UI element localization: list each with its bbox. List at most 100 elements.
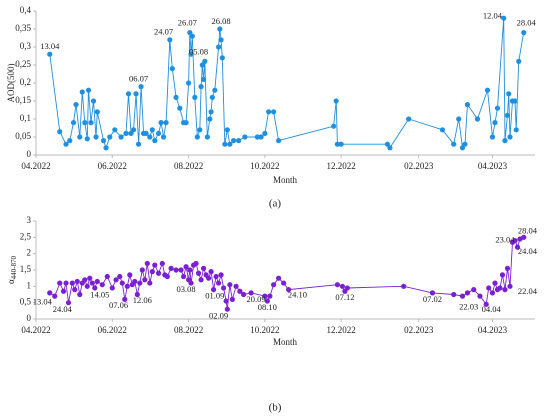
data-point <box>514 244 521 250</box>
data-point <box>188 280 194 286</box>
annotation: 14.05 <box>90 289 109 299</box>
data-point <box>230 138 237 144</box>
data-point <box>112 127 118 133</box>
data-point <box>204 134 210 140</box>
data-point <box>47 51 53 57</box>
data-point <box>237 288 243 294</box>
data-point <box>262 130 268 136</box>
data-point <box>123 130 129 136</box>
data-point <box>197 127 203 133</box>
annotation: 13.04 <box>40 41 60 51</box>
data-point <box>486 285 492 291</box>
data-point <box>135 141 142 147</box>
annotation: 07.06 <box>109 300 128 310</box>
data-point <box>88 120 94 126</box>
data-point <box>492 280 498 286</box>
y-tick-label: 0 <box>27 313 32 323</box>
data-point <box>512 98 518 104</box>
data-point <box>74 278 80 285</box>
x-tick-label: 08.2022 <box>174 325 203 335</box>
data-point <box>219 55 225 61</box>
data-point <box>254 134 260 140</box>
y-tick-label: 0,3 <box>20 41 32 51</box>
data-point <box>142 277 148 283</box>
data-point <box>242 134 248 140</box>
annotation: 07.02 <box>423 294 442 304</box>
y-axis-label: AOD(500) <box>6 64 16 103</box>
data-point <box>104 273 110 280</box>
y-tick-label: 0,5 <box>20 297 32 307</box>
data-point <box>122 296 128 302</box>
x-tick-label: 06.2022 <box>98 325 127 335</box>
data-point <box>459 293 466 299</box>
data-point <box>99 282 105 288</box>
data-point <box>344 285 351 291</box>
data-point <box>87 275 93 281</box>
data-point <box>462 141 468 147</box>
y-tick-label: 1 <box>27 280 32 290</box>
data-point <box>113 277 119 283</box>
data-point <box>82 277 88 283</box>
data-point <box>93 134 99 140</box>
annotation: 24.04 <box>53 304 73 314</box>
data-point <box>271 109 277 115</box>
data-point <box>173 94 179 100</box>
data-point <box>248 290 254 296</box>
data-point <box>60 288 67 294</box>
data-point <box>262 293 268 299</box>
annotation: 02.09 <box>209 310 228 320</box>
x-tick-label: 04.2023 <box>478 161 508 171</box>
data-point <box>200 76 207 82</box>
data-point <box>160 134 167 140</box>
annotation: 20.09 <box>247 294 266 304</box>
x-tick-label: 04.2023 <box>478 325 508 335</box>
x-tick-label: 02.2023 <box>404 325 434 335</box>
data-point <box>207 116 213 122</box>
y-tick-label: 0 <box>27 149 32 159</box>
data-point <box>159 260 165 267</box>
data-point <box>152 262 158 268</box>
data-point <box>84 283 90 289</box>
data-point <box>177 105 183 111</box>
data-point <box>185 80 192 86</box>
data-point <box>499 272 506 278</box>
data-point <box>125 91 132 97</box>
data-point <box>134 291 140 298</box>
y-tick-label: 0,1 <box>20 113 31 123</box>
x-tick-label: 10.2022 <box>250 325 279 335</box>
data-point <box>200 265 207 271</box>
data-point <box>144 260 150 267</box>
data-point <box>132 278 138 285</box>
data-point <box>521 29 527 36</box>
y-axis-label-symbol: α <box>6 279 16 284</box>
data-point <box>223 298 229 304</box>
x-tick-label: 04.2022 <box>21 161 50 171</box>
annotation: 13.04 <box>33 297 53 307</box>
x-tick-label: 08.2022 <box>174 161 203 171</box>
data-point <box>92 285 98 291</box>
annotation: 28.04 <box>518 225 538 235</box>
data-point <box>208 269 214 275</box>
y-tick-label: 0,05 <box>15 131 31 141</box>
data-point <box>521 234 527 240</box>
data-point <box>212 87 218 93</box>
x-tick-label: 02.2023 <box>404 161 434 171</box>
data-point <box>233 283 239 289</box>
data-point <box>334 282 341 288</box>
data-point <box>276 275 282 281</box>
data-point <box>103 145 109 151</box>
data-point <box>183 120 189 126</box>
data-point <box>331 123 337 129</box>
annotation: 03.08 <box>177 284 196 294</box>
data-point <box>133 91 139 97</box>
data-point <box>220 285 227 291</box>
data-point <box>67 138 73 144</box>
data-point <box>155 270 162 276</box>
data-point <box>180 273 187 280</box>
data-point <box>205 275 212 281</box>
data-point <box>117 273 123 280</box>
data-point <box>512 238 518 244</box>
annotation: 26.07 <box>178 18 197 28</box>
data-point <box>333 98 339 104</box>
data-point <box>429 290 436 296</box>
